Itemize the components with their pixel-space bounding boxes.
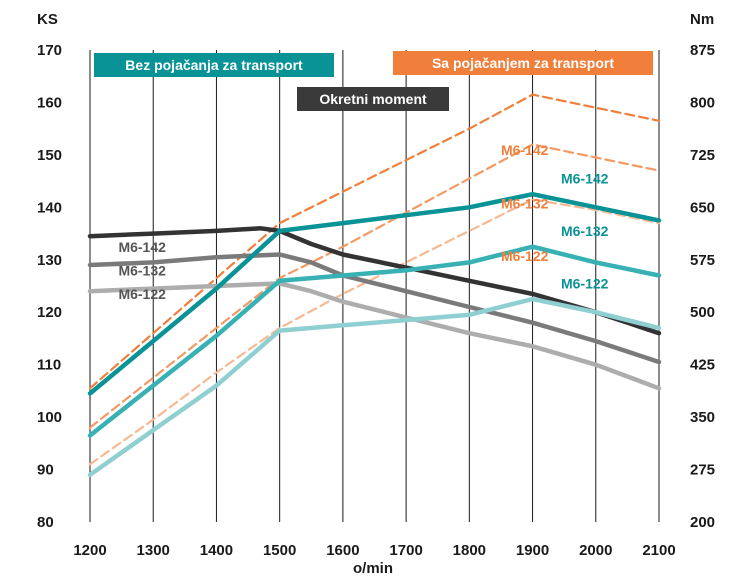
series-label: M6-122 <box>118 286 166 302</box>
right-y-tick-label: 500 <box>690 304 715 321</box>
left-y-tick-label: 140 <box>37 199 62 216</box>
x-tick-label: 1800 <box>453 542 486 559</box>
legend-boost-label: Sa pojačanjem za transport <box>432 55 614 71</box>
series-line-power_no_boost-m6-142 <box>87 191 662 396</box>
right-y-tick-label: 575 <box>690 252 715 269</box>
x-tick-label: 1300 <box>137 542 170 559</box>
left-y-tick-label: 150 <box>37 147 62 164</box>
right-y-tick-label: 275 <box>690 462 715 479</box>
legend-no-boost: Bez pojačanja za transport <box>94 53 334 77</box>
series-label: M6-122 <box>501 248 549 264</box>
series-labels: M6-142 M6-132 M6-122 M6-142 M6-132 M6-122 M6-1… <box>118 142 608 302</box>
right-axis-unit: Nm <box>690 11 714 28</box>
x-tick-label: 1900 <box>516 542 549 559</box>
axes: 1200 1300 1400 1500 1600 1700 1800 1900 2000 2100… <box>37 42 715 559</box>
series-label: M6-142 <box>118 239 166 255</box>
series-label: M6-132 <box>561 223 609 239</box>
x-tick-label: 1400 <box>200 542 233 559</box>
series-label: M6-122 <box>561 276 609 292</box>
x-tick-label: 1700 <box>389 542 422 559</box>
series-line-power_no_boost-m6-122 <box>87 296 662 478</box>
right-y-tick-label: 875 <box>690 42 715 59</box>
left-axis-unit: KS <box>37 11 58 28</box>
series-label: M6-132 <box>501 195 549 211</box>
right-y-tick-label: 725 <box>690 147 715 164</box>
left-y-tick-label: 160 <box>37 94 62 111</box>
left-y-tick-label: 90 <box>37 462 54 479</box>
legend-torque-box <box>297 87 449 111</box>
left-y-tick-label: 120 <box>37 304 62 321</box>
right-y-tick-label: 350 <box>690 409 715 426</box>
series-line-power_boost-m6-142 <box>88 93 661 390</box>
x-tick-label: 2100 <box>642 542 675 559</box>
left-y-tick-label: 170 <box>37 42 62 59</box>
legend-torque: Okretni moment <box>297 87 449 111</box>
right-y-tick-label: 200 <box>690 514 715 531</box>
legend-no-boost-box <box>94 53 334 77</box>
left-y-tick-label: 110 <box>37 357 61 374</box>
series-layer <box>87 93 662 478</box>
legend-torque-label: Okretni moment <box>319 91 427 107</box>
series-label: M6-142 <box>501 142 549 158</box>
legend-no-boost-label: Bez pojačanja za transport <box>125 57 303 73</box>
x-axis-label: o/min <box>353 560 393 577</box>
right-y-tick-label: 800 <box>690 94 715 111</box>
left-y-tick-label: 80 <box>37 514 54 531</box>
series-line-power_no_boost-m6-132 <box>87 244 662 438</box>
series-label: M6-132 <box>118 263 166 279</box>
series-label: M6-142 <box>561 171 609 187</box>
x-tick-label: 1500 <box>263 542 296 559</box>
series-line-power_boost-m6-122 <box>88 198 661 466</box>
left-y-tick-label: 100 <box>37 409 62 426</box>
series-line-torque-m6-122 <box>87 281 662 391</box>
right-y-tick-label: 425 <box>690 357 715 374</box>
legend-boost-box <box>393 51 653 75</box>
left-y-tick-label: 130 <box>37 252 62 269</box>
x-tick-label: 1200 <box>73 542 106 559</box>
legend-boost: Sa pojačanjem za transport <box>393 51 653 75</box>
series-line-torque-m6-142 <box>87 226 662 336</box>
x-tick-label: 1600 <box>326 542 359 559</box>
x-tick-label: 2000 <box>579 542 612 559</box>
right-y-tick-label: 650 <box>690 199 715 216</box>
series-line-power_boost-m6-132 <box>88 143 661 429</box>
